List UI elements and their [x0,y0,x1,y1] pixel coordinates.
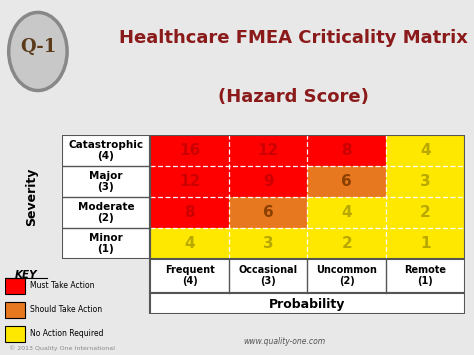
Bar [307,228,386,259]
Text: 6: 6 [341,174,352,189]
Text: 3: 3 [263,236,273,251]
Text: 2: 2 [341,236,352,251]
Text: 8: 8 [184,205,195,220]
Bar [5,278,25,294]
Bar [307,166,386,197]
Bar [150,293,465,314]
Text: 6: 6 [263,205,273,220]
Bar [229,135,307,166]
Bar [150,259,465,293]
Text: Remote
(1): Remote (1) [404,265,446,286]
Text: Moderate
(2): Moderate (2) [78,202,134,223]
Text: Frequent
(4): Frequent (4) [164,265,214,286]
Text: Uncommon
(2): Uncommon (2) [316,265,377,286]
Bar [386,166,465,197]
Bar [62,135,150,259]
Text: Catastrophic
(4): Catastrophic (4) [68,140,144,161]
Text: © 2013 Quality One International: © 2013 Quality One International [9,346,115,351]
Text: Major
(3): Major (3) [89,171,123,192]
Bar [5,302,25,318]
Text: 8: 8 [341,143,352,158]
Text: Minor
(1): Minor (1) [89,233,123,255]
Text: Must Take Action: Must Take Action [30,281,95,290]
Text: 2: 2 [420,205,430,220]
Text: 3: 3 [420,174,430,189]
Text: 12: 12 [257,143,279,158]
Text: www.quality-one.com: www.quality-one.com [243,337,326,346]
Text: Severity: Severity [25,168,38,226]
Text: Probability: Probability [269,298,346,311]
Bar [150,197,229,228]
Bar [150,135,465,259]
Text: 4: 4 [420,143,430,158]
Bar [5,326,25,342]
Text: Q-1: Q-1 [20,38,56,56]
Bar [150,166,229,197]
Text: 16: 16 [179,143,200,158]
Text: (Hazard Score): (Hazard Score) [219,88,369,106]
Bar [229,197,307,228]
Bar [386,228,465,259]
Bar [150,135,229,166]
Text: 9: 9 [263,174,273,189]
Bar [307,135,386,166]
Text: Healthcare FMEA Criticality Matrix: Healthcare FMEA Criticality Matrix [119,29,468,47]
Ellipse shape [9,12,67,91]
Text: 4: 4 [341,205,352,220]
Bar [386,135,465,166]
Text: Should Take Action: Should Take Action [30,305,102,314]
Bar [307,197,386,228]
Text: 1: 1 [420,236,430,251]
Bar [229,166,307,197]
Bar [150,228,229,259]
Bar [386,197,465,228]
Text: 4: 4 [184,236,195,251]
Bar [229,228,307,259]
Text: No Action Required: No Action Required [30,329,104,338]
Text: KEY: KEY [15,270,37,280]
Text: 12: 12 [179,174,200,189]
Text: Occasional
(3): Occasional (3) [238,265,298,286]
